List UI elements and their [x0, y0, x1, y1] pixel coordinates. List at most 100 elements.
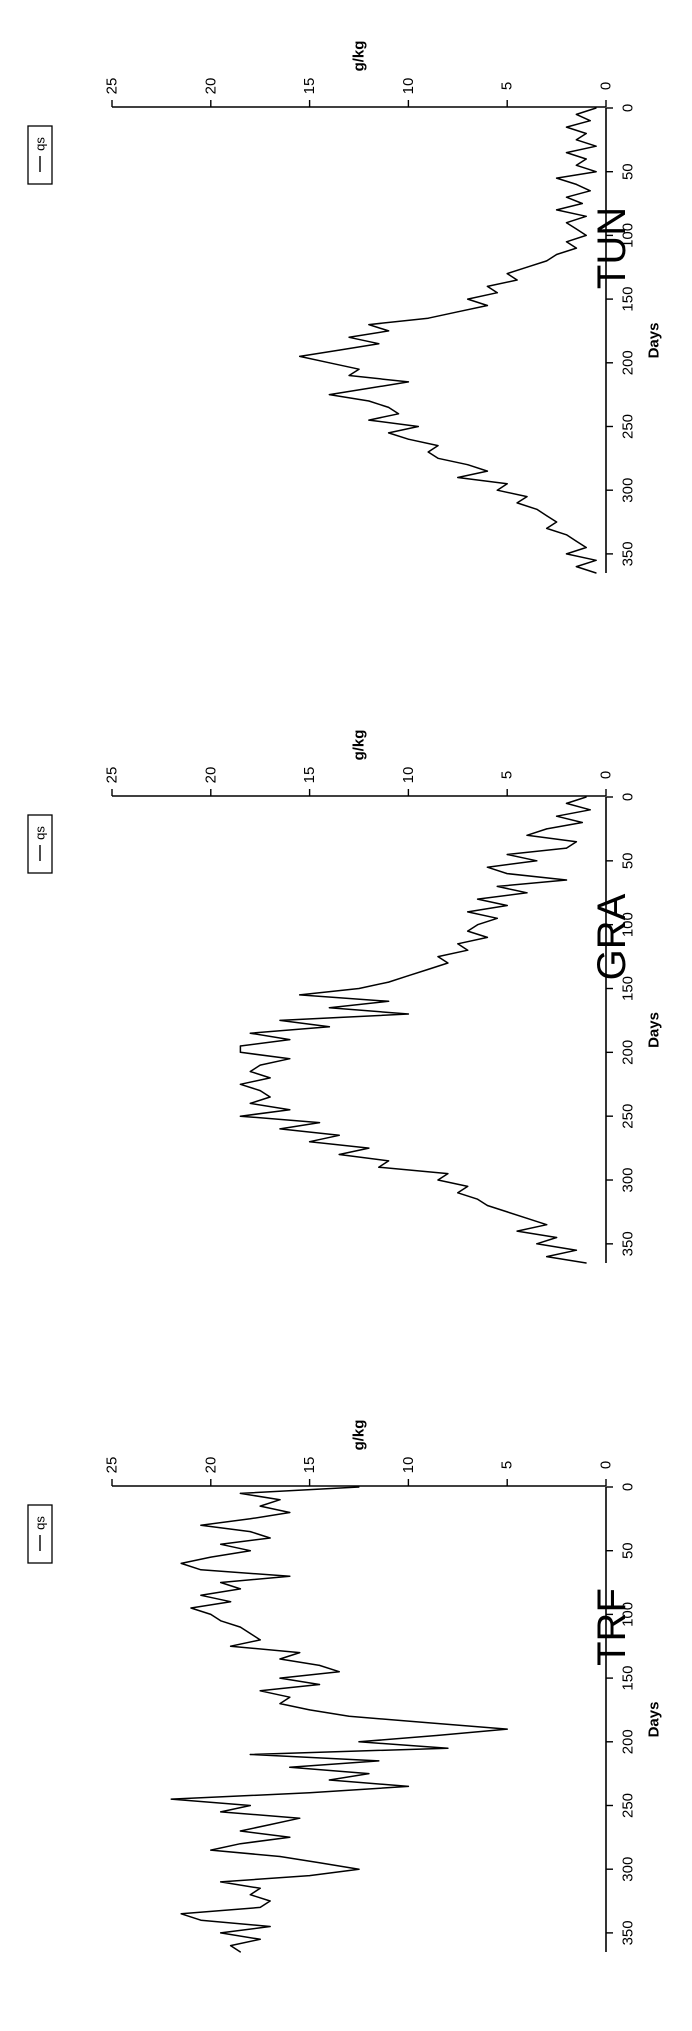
data-point — [170, 1798, 172, 1800]
data-point — [309, 1875, 311, 1877]
data-point — [437, 1734, 439, 1736]
y-tick-label: 15 — [301, 1457, 318, 1474]
data-point — [328, 1026, 330, 1028]
series-line — [170, 1486, 508, 1953]
data-point — [378, 343, 380, 345]
data-point — [299, 994, 301, 996]
x-tick-label: 200 — [620, 1729, 637, 1754]
data-point — [407, 975, 409, 977]
x-tick-label: 200 — [620, 1040, 637, 1065]
data-point — [407, 1013, 409, 1015]
data-point — [595, 559, 597, 561]
data-point — [556, 521, 558, 523]
y-axis-label: g/kg — [351, 1420, 368, 1451]
legend: qs — [27, 814, 53, 874]
data-point — [318, 1683, 321, 1686]
data-point — [496, 292, 498, 294]
data-point — [368, 1147, 370, 1149]
data-point — [309, 1141, 311, 1143]
data-point — [269, 1537, 271, 1539]
data-point — [585, 132, 587, 135]
data-point — [457, 476, 459, 479]
data-point — [200, 1569, 202, 1571]
data-point — [328, 394, 330, 396]
data-point — [486, 866, 488, 868]
data-point — [407, 438, 409, 440]
data-point — [368, 419, 370, 421]
data-point — [467, 949, 469, 951]
x-tick-label: 100 — [620, 1602, 637, 1627]
data-point — [565, 222, 568, 224]
data-point — [309, 1792, 311, 1794]
data-point — [269, 1824, 271, 1826]
data-point — [289, 1766, 291, 1768]
data-point — [328, 1779, 330, 1781]
data-point — [516, 1230, 518, 1232]
data-point — [565, 553, 568, 555]
data-point — [279, 1658, 281, 1660]
x-tick-label: 150 — [620, 1666, 637, 1691]
data-point — [348, 336, 350, 338]
data-point — [585, 234, 587, 236]
data-point — [210, 1556, 212, 1558]
data-point — [575, 247, 578, 249]
data-point — [496, 885, 498, 888]
data-point — [299, 355, 301, 357]
data-point — [200, 1524, 202, 1526]
data-point — [575, 139, 578, 141]
data-point — [585, 796, 587, 798]
data-point — [200, 1594, 202, 1596]
data-point — [457, 943, 459, 945]
data-point — [249, 1550, 251, 1552]
data-point — [289, 1109, 291, 1111]
data-point — [368, 387, 370, 389]
data-point — [496, 917, 498, 919]
data-point — [556, 1236, 558, 1239]
data-point — [388, 1000, 390, 1002]
data-point — [506, 1728, 508, 1730]
panel-title: GRA — [590, 893, 634, 980]
data-point — [358, 1741, 360, 1743]
data-point — [220, 1811, 222, 1813]
y-axis-label: g/kg — [351, 41, 368, 72]
data-point — [506, 1211, 508, 1213]
data-point — [546, 1224, 548, 1226]
data-point — [289, 1696, 291, 1698]
data-point — [220, 1620, 222, 1622]
data-point — [348, 374, 350, 377]
data-point — [447, 1173, 449, 1175]
data-point — [589, 120, 591, 122]
data-point — [565, 802, 568, 805]
data-point — [496, 489, 498, 491]
data-point — [259, 1090, 261, 1092]
data-point — [279, 1128, 281, 1130]
data-point — [516, 279, 518, 281]
data-point — [378, 1166, 380, 1168]
data-point — [259, 1887, 261, 1889]
data-point — [289, 1511, 291, 1514]
y-tick-label: 25 — [104, 78, 121, 95]
data-point — [368, 1773, 370, 1775]
y-tick-label: 15 — [301, 767, 318, 784]
data-point — [318, 1122, 321, 1124]
data-point — [239, 1083, 241, 1085]
data-point — [467, 464, 469, 466]
x-tick-label: 0 — [620, 104, 637, 112]
data-point — [581, 202, 583, 205]
data-point — [239, 1843, 241, 1845]
data-point — [575, 113, 578, 115]
data-point — [437, 956, 439, 958]
x-axis-label: Days — [646, 1702, 663, 1738]
data-point — [239, 1951, 241, 1953]
panel-title: TUN — [590, 207, 634, 289]
data-point — [368, 324, 370, 326]
data-point — [249, 1804, 251, 1807]
x-tick-label: 250 — [620, 1793, 637, 1818]
y-tick-label: 25 — [104, 1457, 121, 1474]
data-point — [249, 1894, 251, 1896]
legend-box — [27, 814, 53, 874]
chart-panel-trf: 0 50 100 150 200 250 300 350 0 5 10 15 20 25 Days g/kg T… — [27, 1420, 663, 1953]
data-point — [358, 368, 360, 370]
data-point — [565, 241, 568, 243]
